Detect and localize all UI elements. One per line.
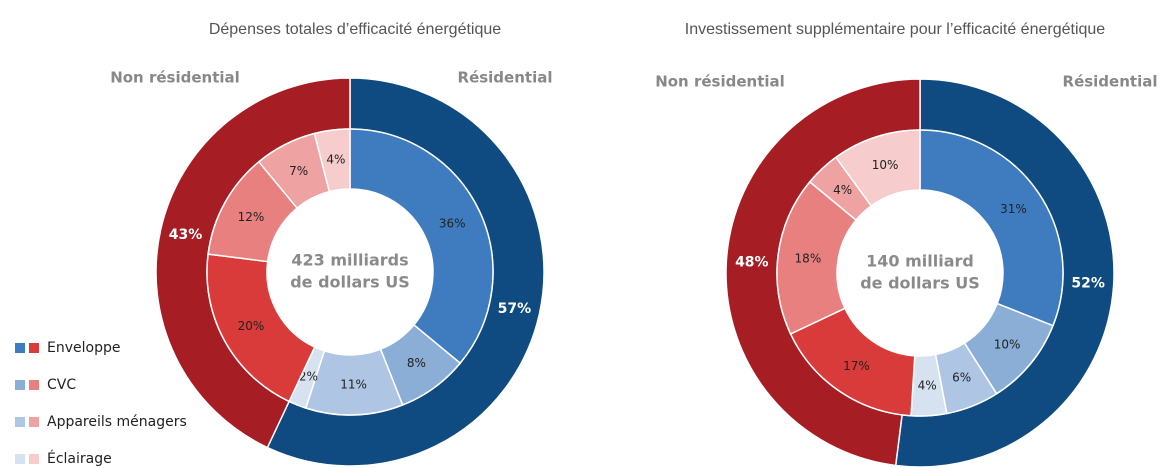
center-label: de dollars US: [290, 273, 410, 292]
inner-label: 4%: [326, 152, 345, 166]
inner-wedge: [206, 253, 316, 403]
legend-label: Éclairage: [47, 450, 112, 467]
legend-swatch: [15, 380, 25, 390]
inner-label: 11%: [340, 377, 367, 391]
center-label: 140 milliard: [866, 252, 974, 271]
inner-label: 4%: [833, 183, 852, 197]
legend-swatch: [15, 417, 25, 427]
inner-label: 20%: [238, 319, 265, 333]
category-label: Non résidential: [110, 69, 240, 87]
legend-label: CVC: [47, 377, 76, 393]
inner-label: 36%: [439, 216, 466, 230]
inner-wedge: [919, 129, 1064, 327]
outer-label: 48%: [735, 254, 769, 270]
legend-swatch: [15, 454, 25, 464]
chart-title: Investissement supplémentaire pour l’eff…: [685, 21, 1105, 38]
category-label: Résidential: [1063, 73, 1158, 91]
legend-label: Appareils ménagers: [47, 414, 187, 430]
outer-label: 57%: [498, 301, 532, 317]
outer-label: 43%: [169, 227, 203, 243]
inner-label: 8%: [407, 356, 426, 370]
inner-label: 4%: [918, 378, 937, 392]
inner-label: 10%: [994, 338, 1021, 352]
legend-swatch: [29, 343, 39, 353]
inner-label: 7%: [289, 164, 308, 178]
inner-label: 17%: [843, 359, 870, 373]
inner-wedge: [313, 128, 351, 193]
inner-label: 12%: [238, 210, 265, 224]
category-label: Non résidential: [655, 73, 785, 91]
inner-label: 10%: [872, 158, 899, 172]
category-label: Résidential: [458, 69, 553, 87]
center-label: de dollars US: [860, 274, 980, 293]
inner-wedge: [834, 129, 921, 207]
legend-swatch: [29, 417, 39, 427]
outer-label: 52%: [1071, 276, 1105, 292]
inner-label: 18%: [795, 251, 822, 265]
inner-label: 2%: [299, 370, 318, 384]
legend-swatch: [15, 343, 25, 353]
chart-title: Dépenses totales d’efficacité énergétiqu…: [209, 21, 501, 38]
legend-swatch: [29, 454, 39, 464]
inner-label: 6%: [952, 371, 971, 385]
center-label: 423 milliards: [291, 251, 408, 270]
inner-label: 31%: [1000, 202, 1027, 216]
inner-wedge: [349, 128, 494, 365]
legend-swatch: [29, 380, 39, 390]
legend-label: Enveloppe: [47, 340, 120, 356]
